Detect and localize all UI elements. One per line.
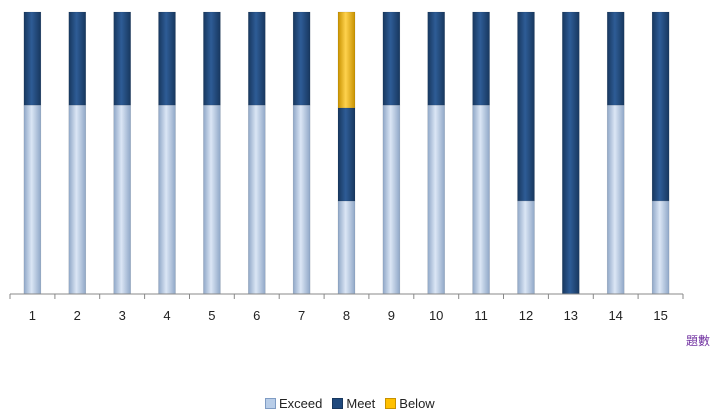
- legend-item-exceed: Exceed: [265, 396, 322, 411]
- x-tick-label: 1: [29, 308, 36, 323]
- legend-item-below: Below: [385, 396, 435, 411]
- legend: Exceed Meet Below: [265, 396, 435, 411]
- bar-meet-13: [562, 11, 580, 295]
- x-tick-label: 12: [519, 308, 533, 323]
- bar-meet-12: [517, 11, 535, 202]
- legend-swatch-exceed: [265, 398, 276, 409]
- bar-exceed-8: [337, 200, 356, 295]
- bar-exceed-5: [203, 104, 221, 295]
- x-tick-label: 13: [564, 308, 578, 323]
- bar-meet-3: [113, 11, 131, 106]
- legend-label-exceed: Exceed: [279, 396, 323, 411]
- bar-meet-5: [203, 11, 221, 106]
- x-tick-label: 10: [429, 308, 443, 323]
- bar-meet-9: [382, 11, 401, 106]
- bar-meet-6: [248, 11, 266, 106]
- bar-meet-15: [651, 11, 670, 202]
- x-tick-label: 4: [163, 308, 170, 323]
- bars-group: [23, 11, 670, 295]
- bar-exceed-1: [23, 104, 42, 295]
- legend-item-meet: Meet: [332, 396, 375, 411]
- bar-below-8: [337, 11, 356, 109]
- bar-exceed-12: [517, 200, 535, 295]
- x-axis-title: 題數: [686, 334, 710, 348]
- legend-label-meet: Meet: [346, 396, 376, 411]
- bar-meet-4: [158, 11, 176, 106]
- legend-label-below: Below: [399, 396, 435, 411]
- x-tick-label: 11: [474, 308, 488, 323]
- x-tick-label: 9: [388, 308, 395, 323]
- x-tick-label: 5: [208, 308, 215, 323]
- x-tick-label: 2: [74, 308, 81, 323]
- bar-meet-14: [606, 11, 625, 106]
- bar-exceed-9: [382, 104, 401, 295]
- x-axis-ticks: 1 2 3 4 5 6 7 8 9 10 11 12 13 14 15: [9, 294, 684, 323]
- bar-meet-11: [472, 11, 490, 106]
- bar-exceed-11: [472, 104, 490, 295]
- bar-meet-7: [292, 11, 311, 106]
- x-tick-label: 3: [119, 308, 126, 323]
- bar-exceed-6: [248, 104, 266, 295]
- bar-exceed-3: [113, 104, 131, 295]
- x-tick-label: 14: [608, 308, 622, 323]
- bar-meet-2: [68, 11, 87, 106]
- bar-exceed-4: [158, 104, 176, 295]
- bar-meet-10: [427, 11, 445, 106]
- x-tick-label: 6: [253, 308, 260, 323]
- bar-exceed-15: [651, 200, 670, 295]
- x-tick-label: 15: [653, 308, 667, 323]
- x-tick-label: 8: [343, 308, 350, 323]
- legend-swatch-below: [385, 398, 397, 409]
- bar-meet-1: [23, 11, 42, 106]
- bar-exceed-14: [606, 104, 625, 295]
- legend-swatch-meet: [332, 398, 344, 409]
- bar-exceed-2: [68, 104, 87, 295]
- x-tick-label: 7: [298, 308, 305, 323]
- bar-exceed-10: [427, 104, 445, 295]
- bar-meet-8: [337, 107, 356, 202]
- bar-exceed-7: [292, 104, 311, 295]
